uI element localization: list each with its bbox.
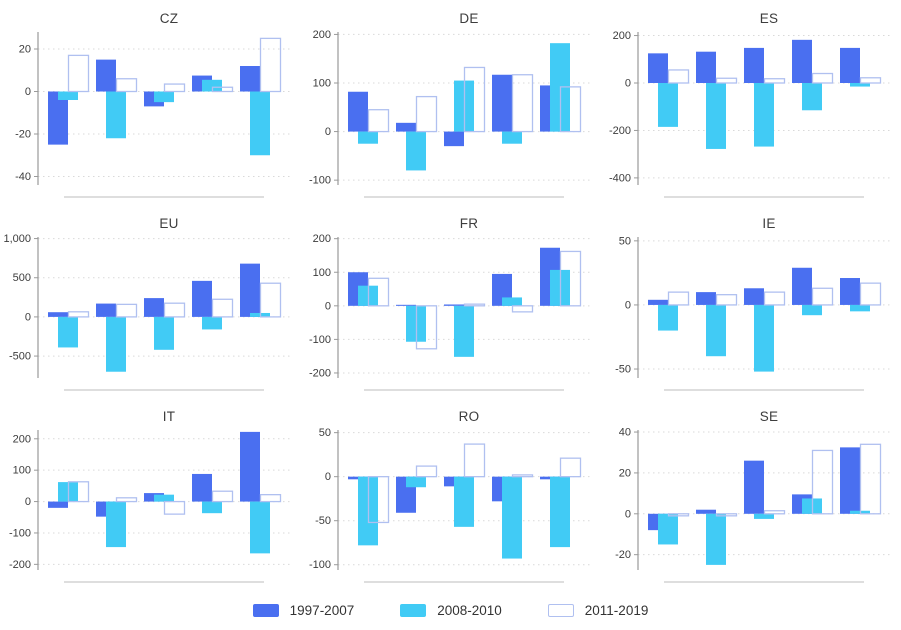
- chart-cell-fr: FR 200 100 0 -100 -200: [300, 205, 600, 398]
- svg-text:500: 500: [13, 272, 31, 284]
- chart-cell-cz: CZ 20 0 -20 -40: [0, 0, 300, 205]
- chart-title-se: SE: [759, 409, 779, 424]
- legend-swatch-filled-icon: [252, 603, 279, 617]
- svg-text:-100: -100: [309, 559, 331, 571]
- svg-text:-100: -100: [309, 175, 331, 187]
- legend: 1997-2007 2008-2010 2011-2019: [0, 590, 901, 630]
- svg-text:20: 20: [19, 44, 31, 56]
- svg-text:-100: -100: [309, 334, 331, 346]
- chart-cell-eu: EU 1,000 500 0 -500: [0, 205, 300, 398]
- legend-swatch-filled-icon: [400, 603, 427, 617]
- svg-text:100: 100: [13, 465, 31, 477]
- chart-plot-de: 200 100 0 -100: [309, 29, 592, 198]
- svg-text:0: 0: [325, 300, 331, 312]
- chart-plot-cz: 20 0 -20 -40: [15, 32, 292, 198]
- svg-text:-200: -200: [609, 125, 631, 137]
- chart-title-it: IT: [162, 409, 176, 424]
- svg-text:0: 0: [325, 126, 331, 138]
- chart-title-es: ES: [759, 11, 779, 26]
- chart-title-eu: EU: [159, 216, 179, 231]
- svg-text:0: 0: [25, 496, 31, 508]
- chart-cell-ie: IE 50 0 -50: [600, 205, 900, 398]
- chart-title-de: DE: [459, 11, 479, 26]
- chart-title-ie: IE: [762, 216, 776, 231]
- svg-text:100: 100: [313, 267, 331, 279]
- svg-text:-200: -200: [309, 367, 331, 379]
- chart-cell-de: DE 200 100 0 -100: [300, 0, 600, 205]
- svg-text:0: 0: [325, 471, 331, 483]
- svg-text:0: 0: [625, 78, 631, 90]
- svg-text:0: 0: [625, 508, 631, 520]
- chart-cell-it: IT 200 100 0 -100 -200: [0, 398, 300, 590]
- chart-title-cz: CZ: [159, 11, 179, 26]
- chart-plot-it: 200 100 0 -100 -200: [9, 430, 292, 583]
- svg-text:200: 200: [313, 29, 331, 41]
- svg-text:-200: -200: [9, 559, 31, 571]
- svg-text:1,000: 1,000: [3, 233, 31, 245]
- legend-item-2008-2010: 2008-2010: [400, 603, 502, 618]
- chart-title-ro: RO: [458, 409, 480, 424]
- legend-item-2011-2019: 2011-2019: [547, 602, 649, 618]
- chart-plot-fr: 200 100 0 -100 -200: [309, 233, 592, 391]
- svg-text:50: 50: [319, 427, 331, 439]
- chart-grid: CZ 20 0 -20 -40 DE 200 100 0 -100 ES 200 0 -200-…: [0, 0, 900, 590]
- svg-text:-400: -400: [609, 172, 631, 184]
- chart-cell-es: ES 200 0 -200 -400: [600, 0, 900, 205]
- chart-plot-se: 40 20 0 -20: [615, 427, 892, 583]
- legend-item-1997-2007: 1997-2007: [252, 602, 355, 618]
- svg-text:40: 40: [619, 427, 631, 439]
- svg-text:200: 200: [613, 30, 631, 42]
- svg-text:200: 200: [13, 433, 31, 445]
- svg-text:-500: -500: [9, 351, 31, 363]
- chart-plot-ro: 50 0 -50 -100: [309, 427, 592, 583]
- legend-label: 1997-2007: [289, 602, 355, 618]
- chart-cell-se: SE 40 20 0 -20: [600, 398, 900, 590]
- chart-plot-ie: 50 0 -50: [615, 235, 892, 391]
- svg-text:0: 0: [25, 86, 31, 98]
- svg-text:20: 20: [619, 467, 631, 479]
- svg-text:50: 50: [619, 235, 631, 247]
- legend-label: 2008-2010: [437, 602, 502, 618]
- chart-plot-eu: 1,000 500 0 -500: [3, 233, 292, 391]
- chart-title-fr: FR: [459, 216, 479, 231]
- chart-plot-es: 200 0 -200 -400: [609, 30, 892, 198]
- svg-text:200: 200: [313, 233, 331, 245]
- svg-text:-100: -100: [9, 527, 31, 539]
- svg-text:100: 100: [313, 78, 331, 90]
- svg-text:-50: -50: [615, 364, 631, 376]
- legend-label: 2011-2019: [584, 602, 649, 618]
- svg-text:0: 0: [25, 311, 31, 323]
- svg-text:0: 0: [625, 299, 631, 311]
- svg-text:-40: -40: [15, 171, 31, 183]
- chart-cell-ro: RO 50 0 -50 -100: [300, 398, 600, 590]
- svg-text:-50: -50: [315, 515, 331, 527]
- legend-swatch-outlined-icon: [547, 603, 574, 617]
- svg-text:-20: -20: [15, 129, 31, 141]
- svg-text:-20: -20: [615, 549, 631, 561]
